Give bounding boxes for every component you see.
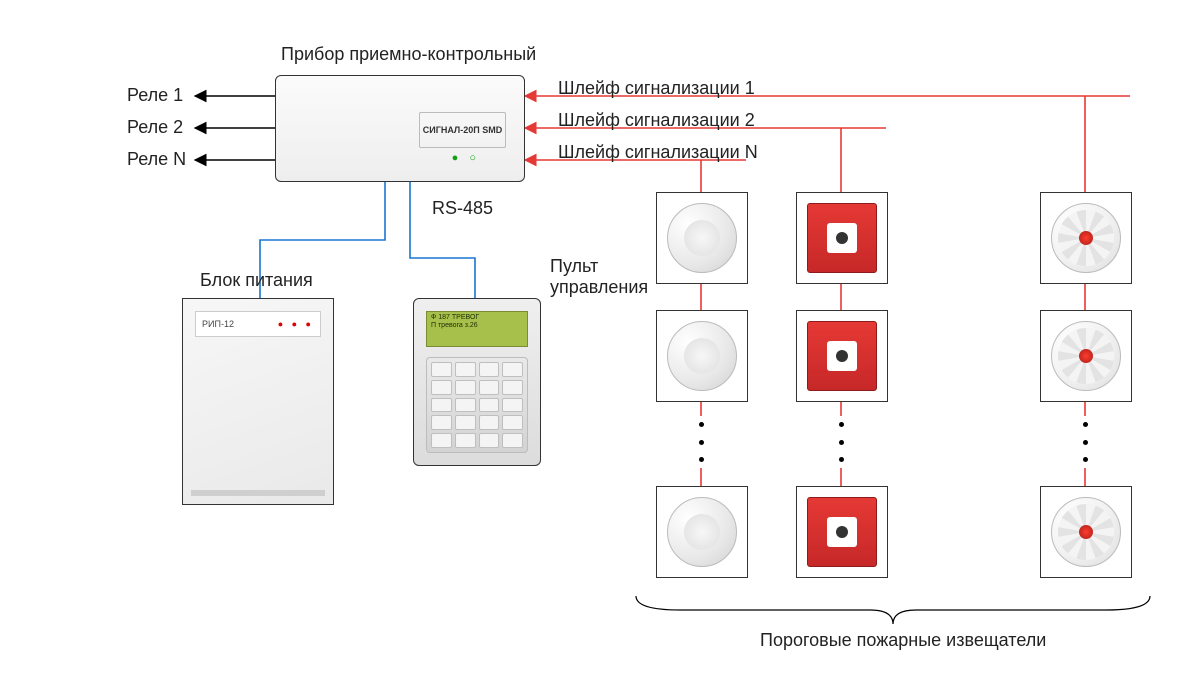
manual-call-point <box>796 192 888 284</box>
psu-model: РИП-12 <box>202 319 234 329</box>
manual-call-point <box>796 486 888 578</box>
control-panel-leds-icon: ● ○ <box>452 152 480 164</box>
loop-2-label: Шлейф сигнализации 2 <box>558 110 755 131</box>
detectors-brace <box>636 596 1150 624</box>
psu-device: РИП-12 ● ● ● <box>182 298 334 505</box>
keypad-device: Ф 187 ТРЕВОГ П тревога з.26 <box>413 298 541 466</box>
heat-detector-icon <box>1051 497 1121 567</box>
keypad-screen: Ф 187 ТРЕВОГ П тревога з.26 <box>426 311 528 347</box>
smoke-detector-icon <box>667 497 737 567</box>
heat-detector <box>1040 310 1132 402</box>
manual-call-point <box>796 310 888 402</box>
psu-leds-icon: ● ● ● <box>278 319 314 329</box>
loop-1-label: Шлейф сигнализации 1 <box>558 78 755 99</box>
psu-label: Блок питания <box>200 270 313 291</box>
call-point-icon <box>807 497 877 567</box>
loop-n-label: Шлейф сигнализации N <box>558 142 758 163</box>
ellipsis-icon <box>834 422 848 462</box>
heat-detector-icon <box>1051 203 1121 273</box>
relay-1-label: Реле 1 <box>127 85 183 106</box>
detectors-caption: Пороговые пожарные извещатели <box>760 630 1046 651</box>
smoke-detector <box>656 310 748 402</box>
call-point-icon <box>807 203 877 273</box>
keypad-label: Пульт управления <box>550 256 648 298</box>
control-panel-device: СИГНАЛ-20П SMD ● ○ <box>275 75 525 182</box>
keypad-line1: Ф 187 ТРЕВОГ <box>431 314 523 322</box>
call-point-icon <box>807 321 877 391</box>
heat-detector <box>1040 486 1132 578</box>
ellipsis-icon <box>1078 422 1092 462</box>
control-panel-model: СИГНАЛ-20П SMD <box>419 112 506 148</box>
rs485-label: RS-485 <box>432 198 493 219</box>
keypad-line2: П тревога з.26 <box>431 322 523 330</box>
psu-plate: РИП-12 ● ● ● <box>195 311 321 337</box>
relay-n-label: Реле N <box>127 149 186 170</box>
control-panel-title: Прибор приемно-контрольный <box>281 44 536 65</box>
heat-detector <box>1040 192 1132 284</box>
heat-detector-icon <box>1051 321 1121 391</box>
diagram-canvas: Прибор приемно-контрольный Реле 1 Реле 2… <box>0 0 1200 675</box>
relay-2-label: Реле 2 <box>127 117 183 138</box>
smoke-detector-icon <box>667 203 737 273</box>
smoke-detector <box>656 192 748 284</box>
keypad-buttons-icon <box>426 357 528 453</box>
ellipsis-icon <box>694 422 708 462</box>
smoke-detector-icon <box>667 321 737 391</box>
smoke-detector <box>656 486 748 578</box>
